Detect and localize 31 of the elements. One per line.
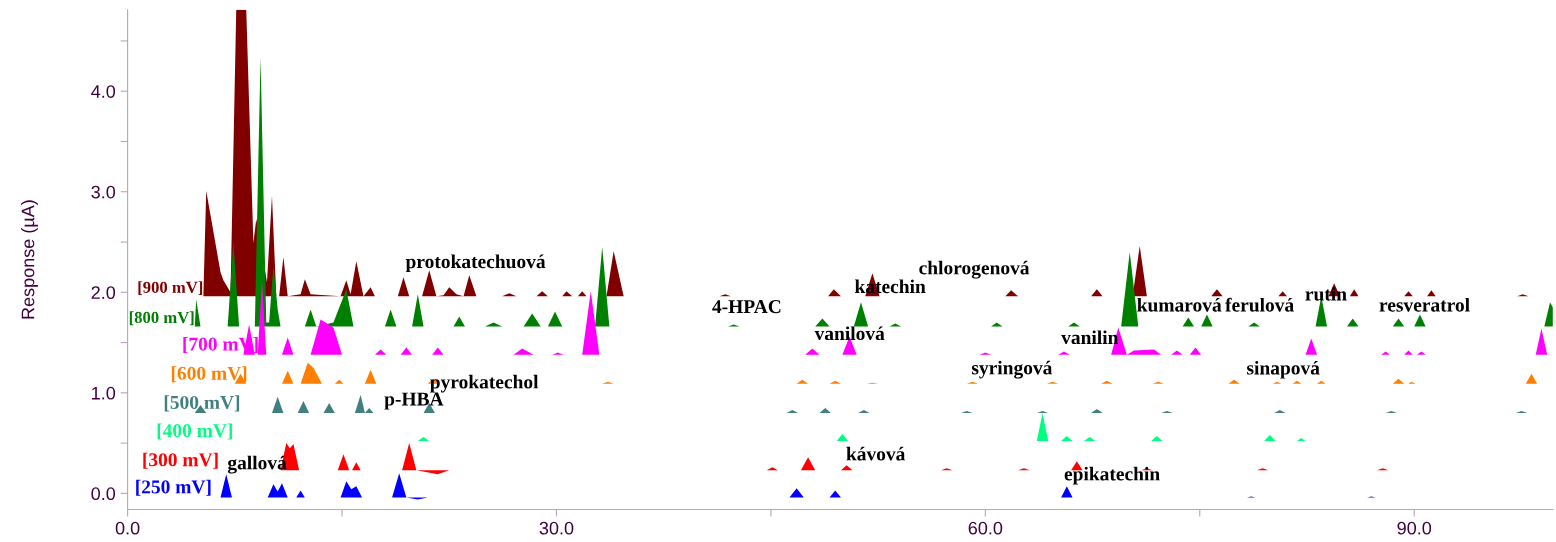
series-label: [800 mV] xyxy=(129,311,194,326)
series-label: [500 mV] xyxy=(164,395,240,412)
x-tick-label: 0.0 xyxy=(115,521,140,535)
y-axis-title: Response (µA) xyxy=(21,200,38,319)
annotation: resveratrol xyxy=(1379,297,1470,312)
series-label: [400 mV] xyxy=(157,423,232,440)
annotation: sinapová xyxy=(1247,360,1320,379)
y-tick-label: 4.0 xyxy=(91,85,116,98)
annotation: kávová xyxy=(846,446,906,461)
annotation: pyrokatechol xyxy=(430,374,539,393)
annotation: chlorogenová xyxy=(919,260,1030,279)
series-label: [300 mV] xyxy=(143,452,218,469)
y-tick-label: 2.0 xyxy=(91,286,116,300)
annotation: 4-HPAC xyxy=(712,300,781,314)
x-tick-label: 90.0 xyxy=(1397,521,1432,535)
series-label: [600 mV] xyxy=(171,366,247,383)
x-tick-label: 30.0 xyxy=(539,521,574,535)
y-tick-label: 1.0 xyxy=(92,386,116,400)
y-tick-label: 0.0 xyxy=(91,487,116,501)
series-label: [900 mV] xyxy=(138,281,203,295)
annotation: epikatechin xyxy=(1064,466,1160,485)
annotation: kumarová xyxy=(1137,297,1222,312)
series-label: [250 mV] xyxy=(136,479,211,496)
y-tick-label: 3.0 xyxy=(91,185,116,199)
annotation: protokatechuová xyxy=(405,254,546,273)
annotation: syringová xyxy=(971,360,1053,379)
annotation: rutin xyxy=(1305,286,1347,301)
x-tick-label: 60.0 xyxy=(968,521,1003,535)
annotation: vanilová xyxy=(814,326,885,341)
annotation: ferulová xyxy=(1225,297,1294,312)
annotation: p-HBA xyxy=(384,392,444,410)
